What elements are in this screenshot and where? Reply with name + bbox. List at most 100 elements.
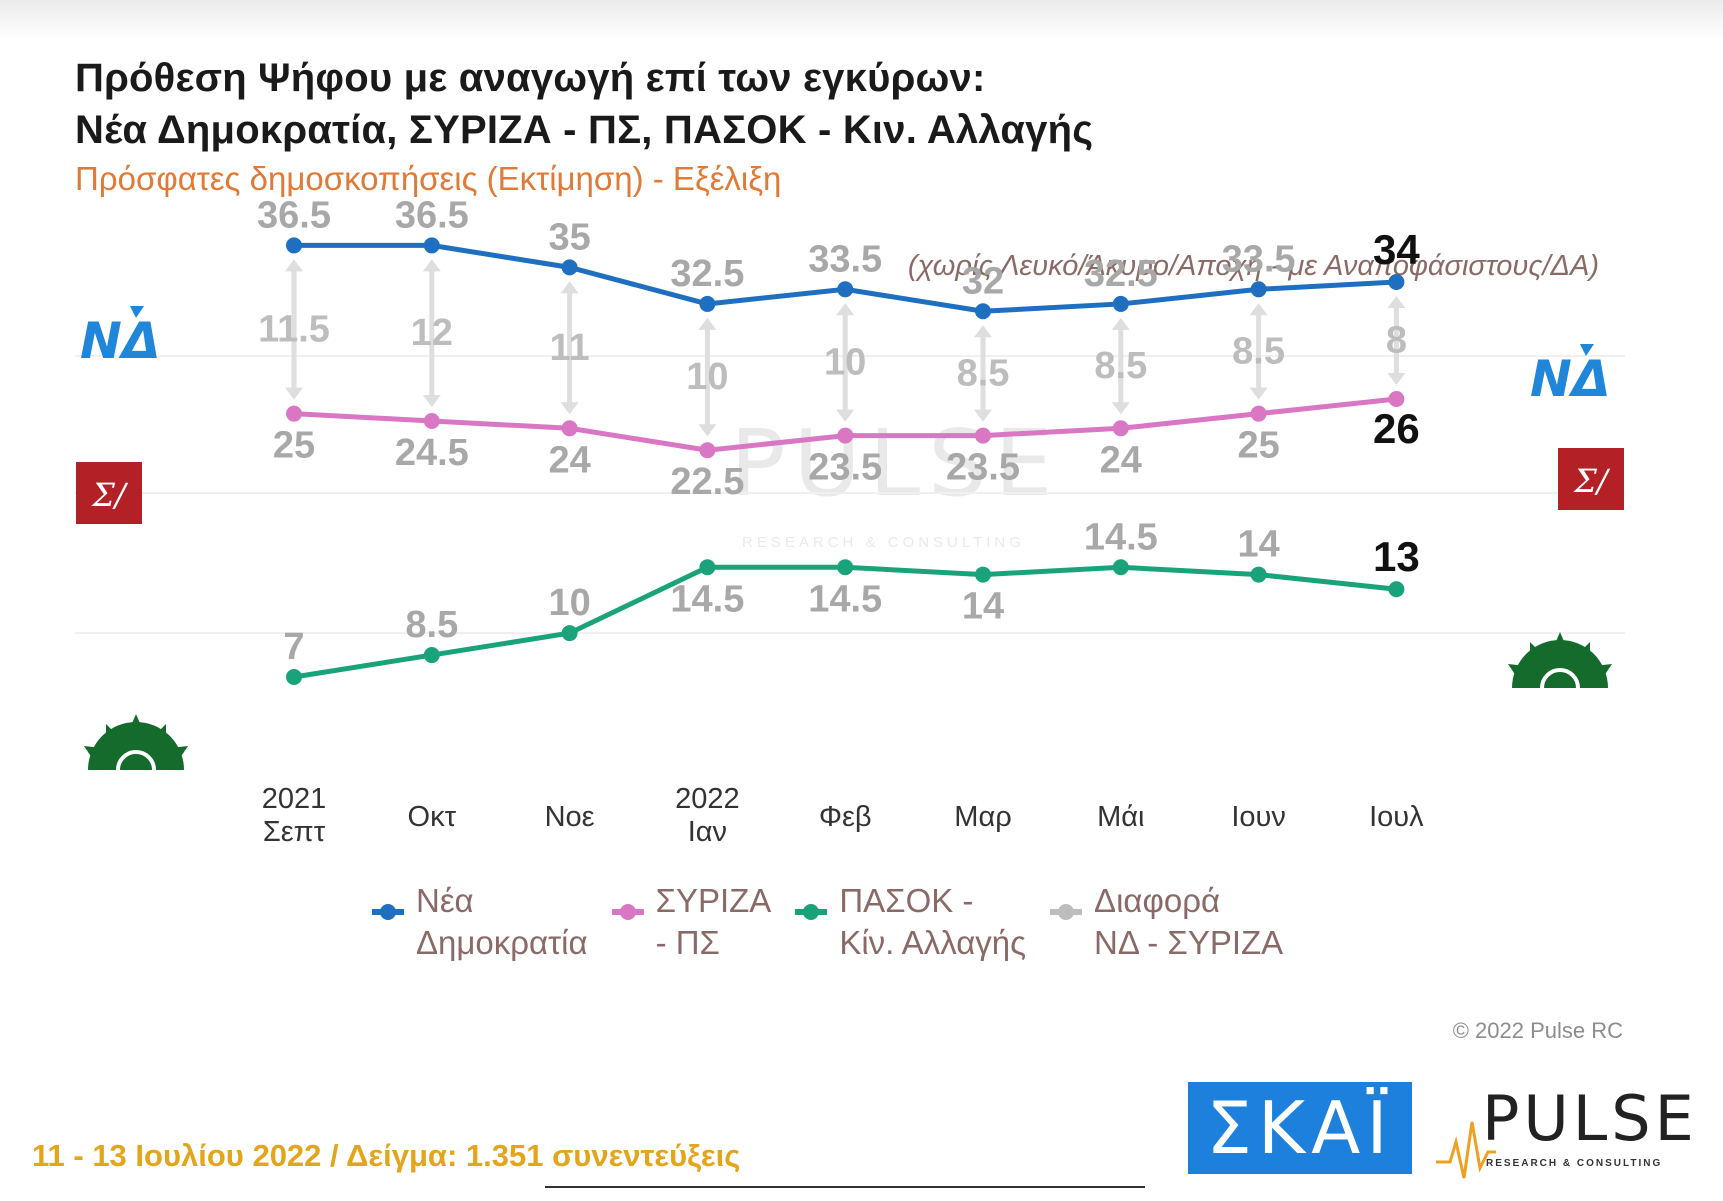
nd-value-label: 36.5: [395, 194, 469, 236]
difference-label: 10: [824, 341, 866, 383]
x-tick-label: Οκτ: [408, 801, 457, 833]
x-tick-label: Μάι: [1097, 801, 1144, 833]
syriza-point: [1250, 405, 1267, 422]
nd-point: [1388, 273, 1405, 290]
pulse-heartbeat-icon: [1436, 1121, 1496, 1179]
syriza-value-label: 22.5: [670, 461, 744, 503]
syriza-value-label: 23.5: [946, 447, 1020, 489]
difference-label: 11: [550, 327, 590, 369]
x-tick-label: Ιουν: [1231, 801, 1286, 833]
x-tick-label: Ιουλ: [1369, 801, 1424, 833]
syriza-value-label: 24.5: [395, 432, 469, 474]
nd-value-label: 33.5: [1222, 238, 1296, 280]
date-sample-info: 11 - 13 Ιουλίου 2022 / Δείγμα: 1.351 συν…: [32, 1138, 741, 1173]
syriza-point: [975, 427, 991, 444]
legend-label-pasok: ΠΑΣΟΚ - Κίν. Αλλαγής: [839, 882, 1027, 961]
nd-value-label: 34: [1373, 226, 1420, 273]
nd-logo-text: ΝΔ: [1530, 350, 1611, 408]
legend-label-difference: Διαφορά ΝΔ - ΣΥΡΙΖΑ: [1094, 882, 1284, 961]
difference-arrow-head-down: [560, 402, 579, 415]
legend-marker-syriza: [611, 904, 644, 920]
nd-point: [699, 295, 716, 312]
x-tick-label: Μαρ: [954, 801, 1011, 833]
pasok-value-label: 8.5: [405, 604, 458, 646]
pasok-sun-logo-right: [1508, 632, 1612, 689]
nd-logo-left: ΝΔ: [80, 306, 161, 370]
pasok-point: [837, 559, 854, 576]
nd-point: [423, 237, 440, 254]
syriza-point: [1388, 391, 1405, 408]
nd-value-label: 32.5: [1084, 253, 1158, 295]
pasok-point: [561, 625, 578, 642]
pasok-value-label: 14: [962, 586, 1004, 628]
legend-item-nd[interactable]: Νέα Δημοκρατία: [370, 880, 588, 964]
nd-value-label: 32: [962, 260, 1004, 302]
pasok-point: [975, 566, 991, 583]
chart-note: (χωρίς Λευκό/Άκυρο/Αποχή - με Αναποφάσισ…: [907, 250, 1599, 282]
difference-arrow-head-down: [1249, 387, 1268, 400]
difference-label: 8: [1386, 320, 1407, 362]
pulse-watermark: PULSE: [730, 410, 1061, 517]
legend-item-difference[interactable]: Διαφορά ΝΔ - ΣΥΡΙΖΑ: [1048, 880, 1283, 964]
syriza-point: [699, 442, 716, 459]
pasok-sun-logo-left: [84, 714, 188, 771]
legend-marker-nd: [372, 904, 404, 920]
syriza-logo-left: Σ/: [76, 462, 142, 524]
legend-marker-pasok: [795, 904, 828, 920]
chart-legend: Νέα Δημοκρατία ΣΥΡΙΖΑ - ΠΣ ΠΑΣΟΚ - Κίν. …: [370, 880, 1283, 964]
difference-arrow-head-up: [422, 259, 441, 272]
legend-label-syriza: ΣΥΡΙΖΑ - ΠΣ: [655, 882, 772, 961]
difference-arrow-head-up: [1387, 295, 1406, 308]
difference-label: 12: [411, 312, 453, 354]
syriza-point: [837, 427, 854, 444]
difference-label: 10: [686, 356, 728, 398]
syriza-point: [561, 420, 578, 437]
difference-label: 8.5: [957, 352, 1010, 394]
legend-item-syriza[interactable]: ΣΥΡΙΖΑ - ΠΣ: [610, 880, 772, 964]
difference-arrow-head-up: [285, 259, 303, 272]
difference-label: 8.5: [1094, 345, 1147, 387]
chart-title-line2: Νέα Δημοκρατία, ΣΥΡΙΖΑ - ΠΣ, ΠΑΣΟΚ - Κιν…: [75, 108, 1094, 152]
syriza-value-label: 23.5: [808, 447, 882, 489]
pasok-value-label: 13: [1373, 533, 1420, 580]
difference-arrow-head-down: [285, 387, 303, 400]
syriza-value-label: 25: [273, 425, 315, 467]
syriza-value-label: 26: [1373, 405, 1420, 452]
pasok-value-label: 14.5: [808, 578, 882, 620]
pasok-value-label: 10: [548, 582, 590, 624]
nd-point: [1112, 295, 1129, 312]
difference-arrow-head-down: [698, 424, 717, 437]
nd-logo-right: ΝΔ: [1530, 344, 1611, 408]
chart-subtitle: Πρόσφατες δημοσκοπήσεις (Εκτίμηση) - Εξέ…: [75, 160, 782, 197]
syriza-logo-text: Σ/: [91, 476, 129, 514]
pulse-logo-name: PULSE: [1482, 1082, 1698, 1155]
x-tick-label: Νοε: [545, 801, 595, 833]
pasok-value-label: 14: [1237, 524, 1279, 566]
pulse-logo: PULSE RESEARCH & CONSULTING: [1436, 1082, 1696, 1182]
difference-arrow-head-down: [1387, 373, 1406, 386]
chart-title-line1: Πρόθεση Ψήφου με αναγωγή επί των εγκύρων…: [75, 56, 986, 100]
pasok-point: [1112, 559, 1129, 576]
difference-arrow-head-up: [698, 317, 717, 330]
difference-arrow-head-up: [1111, 317, 1130, 330]
difference-arrow-head-up: [1249, 303, 1268, 316]
top-band: [0, 0, 1723, 40]
pulse-watermark-sub: RESEARCH & CONSULTING: [742, 534, 1025, 551]
legend-item-pasok[interactable]: ΠΑΣΟΚ - Κίν. Αλλαγής: [793, 880, 1026, 964]
x-tick-label: 2021 Σεπτ: [262, 783, 327, 848]
copyright: © 2022 Pulse RC: [1452, 1018, 1623, 1043]
syriza-logo-text: Σ/: [1573, 462, 1611, 500]
pasok-value-label: 7: [283, 626, 304, 668]
nd-point: [975, 303, 991, 320]
pasok-point: [423, 647, 440, 664]
nd-point: [286, 237, 302, 254]
syriza-value-label: 25: [1237, 425, 1279, 467]
difference-arrow-head-down: [836, 409, 855, 422]
x-tick-label: Φεβ: [819, 801, 872, 833]
skai-logo: ΣΚΑΪ: [1188, 1082, 1412, 1174]
syriza-value-label: 24: [1100, 439, 1142, 481]
nd-value-label: 35: [548, 216, 590, 258]
pasok-value-label: 14.5: [670, 578, 744, 620]
nd-value-label: 32.5: [670, 253, 744, 295]
syriza-point: [286, 405, 302, 422]
